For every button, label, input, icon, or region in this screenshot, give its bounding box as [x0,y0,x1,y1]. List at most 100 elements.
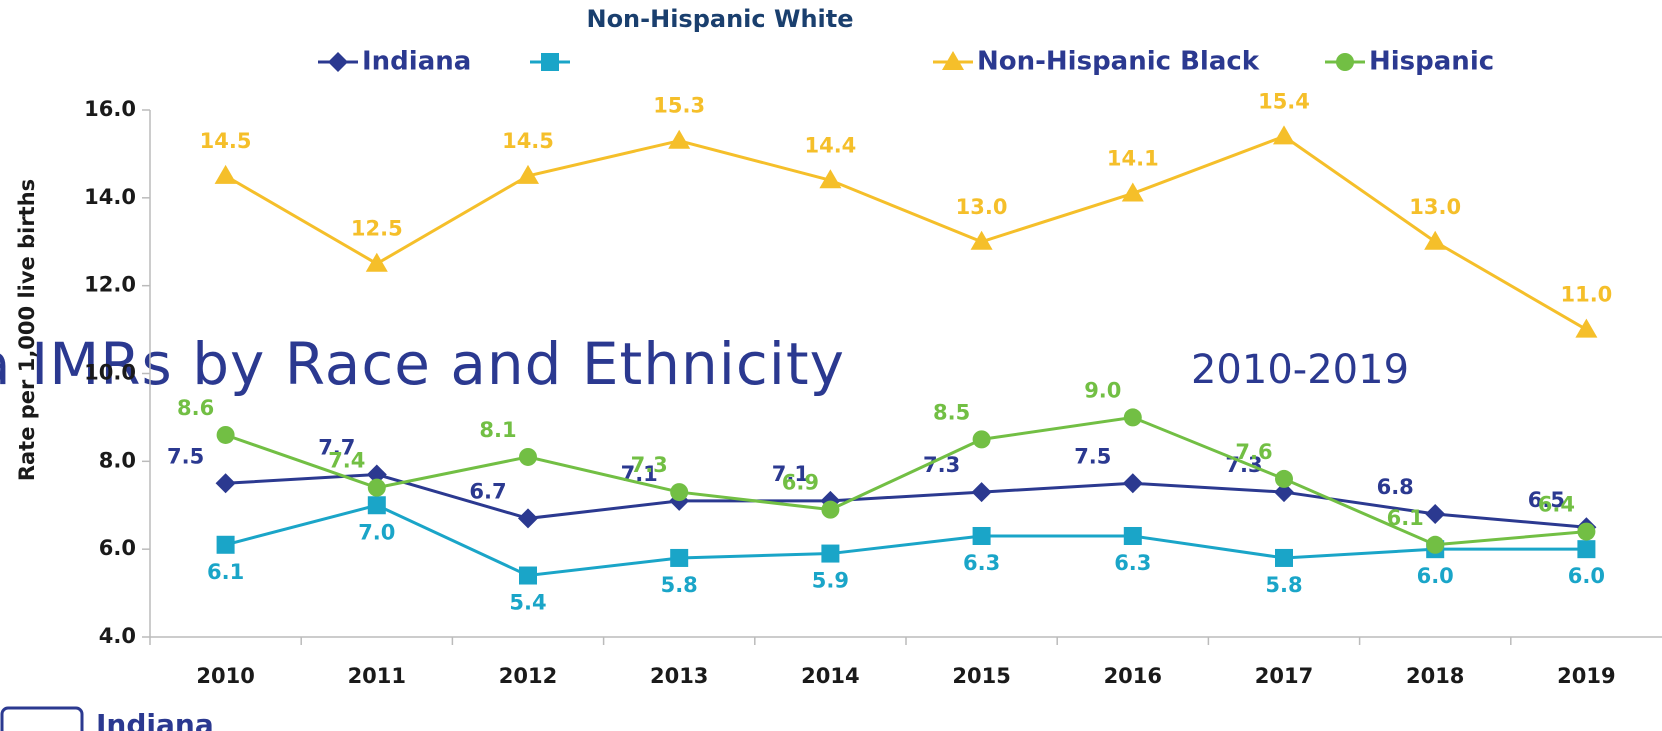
y-tick-label: 6.0 [99,536,136,560]
x-tick-label: 2010 [196,664,254,688]
value-label: 6.7 [469,479,506,503]
value-label: 7.7 [318,436,355,460]
point [1122,473,1143,494]
y-tick-label: 16.0 [84,97,136,121]
x-tick-label: 2016 [1104,664,1162,688]
value-label: 15.3 [653,94,705,118]
point [1575,318,1598,338]
legend-label: Indiana [362,47,471,77]
value-label: 15.4 [1258,89,1310,113]
value-label: 6.1 [207,560,244,584]
point [367,496,386,515]
point [970,230,993,250]
y-tick-label: 14.0 [84,185,136,209]
point [519,566,537,585]
value-label: 6.3 [963,551,1000,575]
point [214,164,237,184]
value-label: 7.0 [358,520,395,544]
value-label: 13.0 [956,195,1008,219]
series-line [225,415,1587,547]
value-label: 6.5 [1528,488,1565,512]
point [519,447,537,466]
point [668,129,691,149]
chart-title: Indiana IMRs by Race and Ethnicity [0,330,845,398]
legend-marker [541,53,559,71]
chart-subtitle: 2010-2019 [1191,347,1409,393]
value-label: 5.8 [661,573,698,597]
point [366,464,387,485]
value-label: 12.5 [351,217,403,241]
value-label: 5.8 [1265,573,1302,597]
value-label: 6.1 [1387,506,1424,530]
y-tick-label: 12.0 [84,273,136,297]
point [1577,522,1596,541]
series-line [224,134,1588,331]
value-label: 11.0 [1560,283,1612,307]
value-label: 14.5 [502,129,554,153]
point [215,473,236,494]
value-label: 7.5 [167,444,204,468]
x-tick-label: 2011 [348,664,406,688]
value-label: 5.9 [812,569,849,593]
point [1425,504,1446,525]
point [1426,535,1445,554]
value-label: 14.1 [1107,146,1159,170]
legend-marker [1336,53,1354,71]
logo-frame [0,706,84,731]
series-line [225,472,1587,529]
value-label: 14.4 [804,133,856,157]
value-label: 6.8 [1377,475,1414,499]
point [1577,540,1596,559]
series-line [225,503,1587,578]
point [216,535,235,554]
x-tick-label: 2012 [499,664,557,688]
point [821,500,840,519]
point [1121,182,1144,202]
point [365,252,388,272]
x-tick-label: 2018 [1406,664,1464,688]
x-tick-label: 2015 [952,664,1010,688]
value-label: 14.5 [200,129,252,153]
logo-text: Indiana [96,708,214,731]
x-tick-label: 2019 [1557,664,1615,688]
x-tick-label: 2014 [801,664,859,688]
point [1123,526,1142,545]
y-axis-label: Rate per 1,000 live births [15,179,39,481]
value-label: 6.0 [1568,564,1605,588]
point [670,548,689,567]
point [1275,469,1293,488]
point [367,478,386,497]
value-label: 7.6 [1235,440,1272,464]
point [670,483,689,502]
point [517,164,539,184]
point [1275,548,1293,567]
legend-marker [942,51,964,70]
value-label: 8.5 [933,400,970,424]
value-label: 6.4 [1538,493,1575,517]
point [819,169,842,189]
point [971,482,992,503]
value-label: 6.0 [1417,564,1454,588]
value-label: 6.3 [1114,551,1151,575]
x-tick-label: 2017 [1255,664,1313,688]
legend-marker [328,52,348,72]
y-tick-label: 8.0 [99,448,136,472]
legend-label: Hispanic [1369,47,1494,77]
value-label: 6.9 [782,471,819,495]
value-label: 13.0 [1409,195,1461,219]
y-tick-label: 10.0 [84,361,136,385]
point [1273,125,1295,145]
point [1123,408,1142,427]
legend-label: Non-Hispanic White [586,5,853,33]
value-label: 7.3 [631,453,668,477]
value-label: 8.1 [479,418,516,442]
value-label: 7.4 [328,449,365,473]
point [1274,482,1294,503]
y-tick-label: 4.0 [99,624,136,648]
point [1424,230,1447,250]
point [216,425,235,444]
value-label: 8.6 [177,396,214,420]
value-label: 7.1 [772,462,809,486]
point [518,508,538,529]
